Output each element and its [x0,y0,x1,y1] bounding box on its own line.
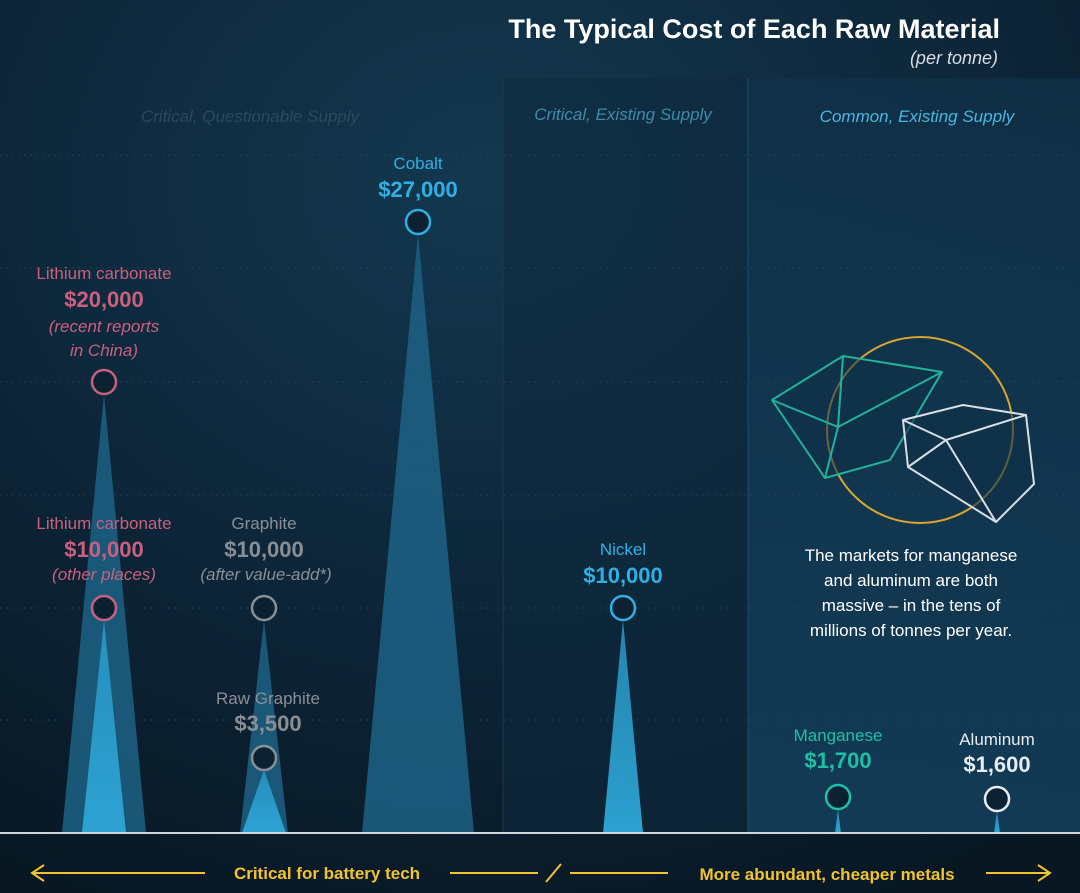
right-arrow-icon [1037,864,1052,882]
value-spike [82,620,126,833]
value-marker [250,744,278,772]
left-arrow-icon [30,864,45,882]
section-label: Critical, Questionable Supply [141,107,361,126]
annotation-line: massive – in the tens of [822,596,1001,615]
annotation: The markets for manganese and aluminum a… [805,546,1018,640]
value-spike [240,620,288,833]
value-spikes [62,234,1000,833]
value-spike [994,811,1000,833]
chart-subtitle: (per tonne) [910,48,998,68]
annotation-line: The markets for manganese [805,546,1018,565]
point-name: Manganese [794,726,883,745]
annotation-line: and aluminum are both [824,571,998,590]
point-name: Graphite [231,514,296,533]
point-value: $10,000 [64,537,144,562]
point-note: in China) [70,341,138,360]
divider-slash [545,863,562,883]
value-spike [242,770,286,833]
point-name: Raw Graphite [216,689,320,708]
annotation-line: millions of tonnes per year. [810,621,1012,640]
point-name: Aluminum [959,730,1035,749]
point-name: Cobalt [393,154,442,173]
bottom-axis: Critical for battery tech More abundant,… [30,863,1052,884]
bottom-label-right: More abundant, cheaper metals [699,865,954,884]
value-marker [404,208,432,236]
value-marker [90,368,118,396]
crystal-illustration [771,336,1035,524]
value-marker [90,594,118,622]
value-spike [362,234,474,833]
value-spike [603,620,643,833]
chart-title: The Typical Cost of Each Raw Material [508,14,1000,44]
point-note: (after value-add*) [200,565,331,584]
white-crystal-icon [902,404,1035,523]
point-note: (other places) [52,565,156,584]
point-value: $20,000 [64,287,144,312]
value-marker [983,785,1011,813]
point-value: $3,500 [234,711,301,736]
point-name: Lithium carbonate [36,264,171,283]
point-labels: Lithium carbonate $20,000 (recent report… [36,154,1034,777]
point-value: $1,700 [804,748,871,773]
value-marker [250,594,278,622]
section-label: Critical, Existing Supply [534,105,713,124]
value-spike [835,809,841,833]
point-name: Nickel [600,540,646,559]
point-name: Lithium carbonate [36,514,171,533]
value-marker [609,594,637,622]
value-marker [824,783,852,811]
point-value: $27,000 [378,177,458,202]
point-value: $1,600 [963,752,1030,777]
point-note: (recent reports [49,317,160,336]
bottom-label-left: Critical for battery tech [234,864,420,883]
point-value: $10,000 [583,563,663,588]
value-markers [90,208,1011,813]
section-label: Common, Existing Supply [820,107,1016,126]
point-value: $10,000 [224,537,304,562]
